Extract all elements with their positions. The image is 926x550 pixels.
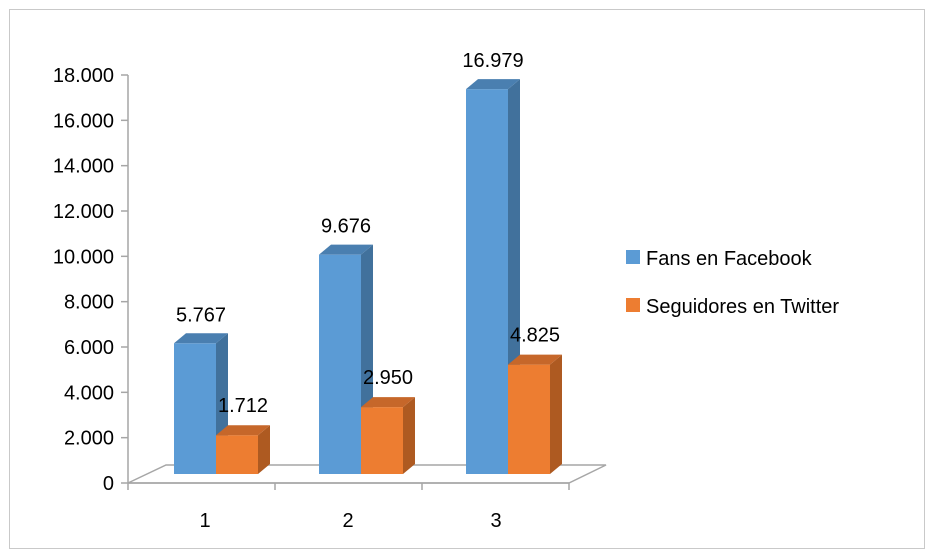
- bar: [174, 333, 228, 474]
- y-tick-label: 2.000: [64, 428, 114, 450]
- legend: Fans en Facebook Seguidores en Twitter: [626, 248, 839, 318]
- bar-front: [508, 364, 550, 474]
- data-label: 9.676: [321, 216, 371, 238]
- bar-top: [174, 333, 228, 344]
- data-label: 16.979: [462, 50, 523, 72]
- bars: [174, 79, 562, 474]
- x-tick-label: 1: [199, 510, 210, 532]
- bar-front: [216, 435, 258, 474]
- y-tick-label: 8.000: [64, 292, 114, 314]
- y-tick-label: 12.000: [53, 201, 114, 223]
- bar: [319, 244, 373, 474]
- y-tick-label: 10.000: [53, 246, 114, 268]
- bar-side: [258, 425, 270, 474]
- bar: [216, 425, 270, 474]
- bar-side: [403, 397, 415, 474]
- bar-front: [319, 254, 361, 474]
- y-tick-label: 14.000: [53, 156, 114, 178]
- bar-front: [466, 89, 508, 474]
- data-label: 4.825: [510, 325, 560, 347]
- bar: [508, 354, 562, 474]
- bar: [361, 397, 415, 474]
- data-label: 2.950: [363, 367, 413, 389]
- x-tick-label: 2: [342, 510, 353, 532]
- bar-side: [550, 354, 562, 474]
- legend-label: Seguidores en Twitter: [646, 296, 839, 318]
- data-labels: 5.767 1.712 9.676 2.950 16.979 4.825: [176, 50, 560, 417]
- bar-front: [174, 343, 216, 474]
- y-tick-label: 4.000: [64, 382, 114, 404]
- data-label: 1.712: [218, 395, 268, 417]
- bar-top: [508, 354, 562, 365]
- bar-top: [361, 397, 415, 408]
- data-label: 5.767: [176, 304, 226, 326]
- bar-top: [319, 244, 373, 255]
- legend-swatch: [626, 298, 640, 312]
- legend-label: Fans en Facebook: [646, 248, 813, 270]
- bar: [466, 79, 520, 474]
- y-tick-label: 16.000: [53, 110, 114, 132]
- y-tick-label: 18.000: [53, 65, 114, 87]
- chart-axes: 0 2.000 4.000 6.000 8.000 10.000 12.000 14.000 1…: [53, 65, 570, 532]
- bar-top: [466, 79, 520, 90]
- bar-front: [361, 407, 403, 474]
- legend-swatch: [626, 250, 640, 264]
- y-tick-label: 0: [103, 473, 114, 495]
- x-tick-label: 3: [490, 510, 501, 532]
- bar-top: [216, 425, 270, 436]
- y-tick-label: 6.000: [64, 337, 114, 359]
